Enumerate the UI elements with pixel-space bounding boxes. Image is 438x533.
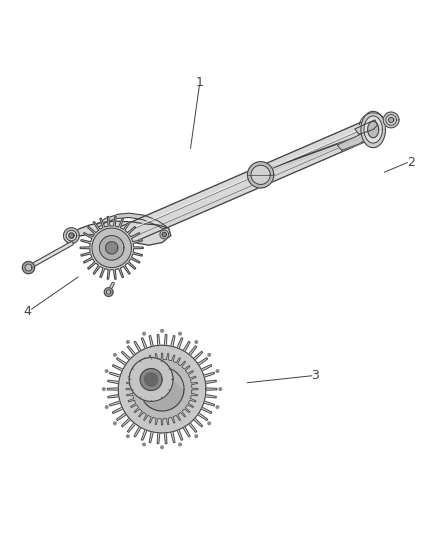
Polygon shape [143, 333, 145, 335]
Polygon shape [195, 435, 198, 438]
Text: 4: 4 [23, 305, 31, 318]
Polygon shape [118, 345, 206, 433]
Polygon shape [195, 341, 198, 343]
Polygon shape [367, 122, 379, 138]
Polygon shape [143, 443, 145, 446]
Polygon shape [162, 232, 166, 237]
Polygon shape [106, 290, 111, 294]
Polygon shape [106, 370, 108, 373]
Polygon shape [64, 228, 79, 244]
Polygon shape [115, 115, 383, 248]
Polygon shape [140, 367, 184, 411]
Polygon shape [161, 329, 163, 332]
Polygon shape [355, 120, 378, 134]
Polygon shape [208, 353, 211, 356]
Polygon shape [389, 117, 394, 123]
Polygon shape [106, 406, 108, 408]
Polygon shape [126, 353, 198, 425]
Polygon shape [129, 358, 173, 401]
Polygon shape [68, 221, 171, 245]
Polygon shape [179, 443, 181, 446]
Polygon shape [104, 288, 113, 296]
Polygon shape [208, 422, 211, 425]
Polygon shape [102, 388, 105, 390]
Polygon shape [364, 116, 382, 143]
Polygon shape [216, 370, 219, 373]
Polygon shape [251, 165, 270, 184]
Polygon shape [140, 368, 162, 391]
Polygon shape [106, 241, 118, 254]
Polygon shape [145, 373, 158, 386]
Polygon shape [219, 388, 222, 390]
Polygon shape [127, 435, 129, 438]
Polygon shape [96, 213, 166, 229]
Polygon shape [361, 111, 385, 148]
Polygon shape [337, 131, 372, 150]
Polygon shape [247, 161, 274, 188]
Polygon shape [129, 358, 184, 389]
Polygon shape [22, 261, 35, 274]
Polygon shape [127, 341, 129, 343]
Polygon shape [99, 236, 124, 260]
Polygon shape [383, 112, 399, 128]
Polygon shape [66, 230, 77, 241]
Polygon shape [107, 334, 217, 444]
Polygon shape [113, 422, 116, 425]
Polygon shape [160, 230, 169, 239]
Text: 2: 2 [407, 156, 415, 169]
Polygon shape [216, 406, 219, 408]
Text: 3: 3 [311, 369, 319, 382]
Polygon shape [92, 228, 131, 268]
Polygon shape [69, 233, 74, 238]
Polygon shape [179, 333, 181, 335]
Polygon shape [25, 264, 32, 271]
Polygon shape [113, 353, 116, 356]
Text: 1: 1 [195, 76, 203, 89]
Polygon shape [386, 115, 396, 125]
Polygon shape [80, 216, 143, 279]
Polygon shape [161, 446, 163, 449]
